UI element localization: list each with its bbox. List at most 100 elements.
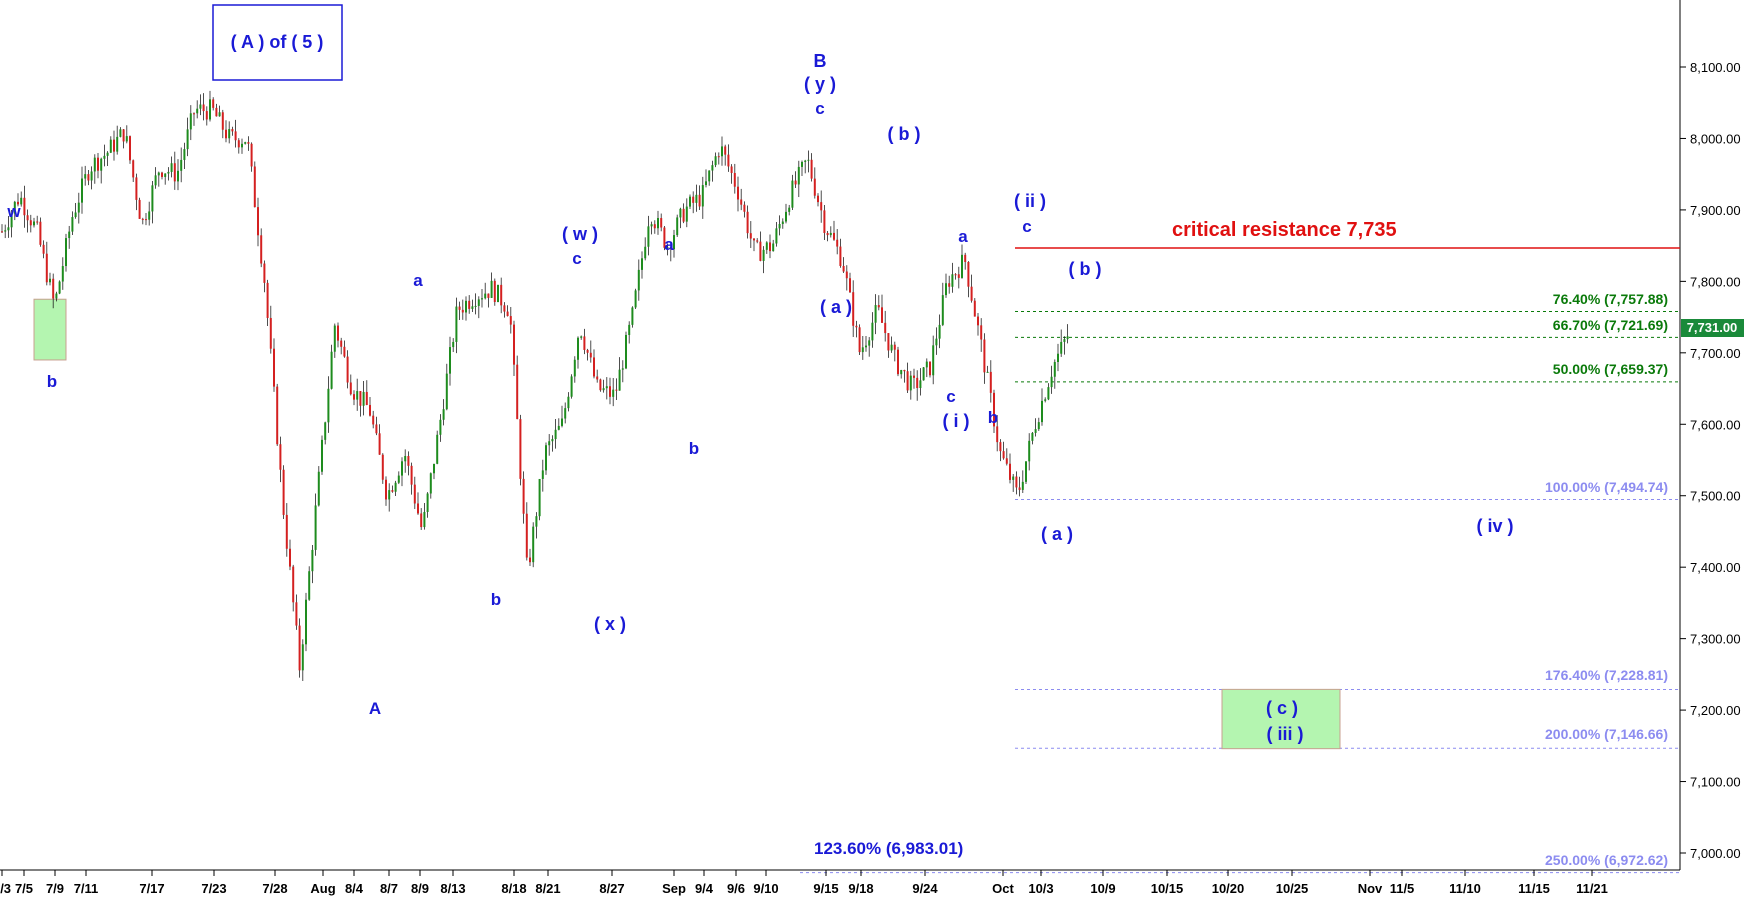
price-tick-label: 7,500.00 [1690,489,1741,504]
candle-body [183,149,186,160]
candle-body [753,238,755,241]
candle-body [749,233,752,239]
candle-body [967,261,970,287]
candle-body [737,186,739,200]
candle-body [637,269,640,291]
candle-body [903,370,906,372]
candle-body [170,163,173,172]
candle-body [61,266,64,282]
wave-label: a [958,227,968,246]
candle-body [141,218,144,220]
candle-body [561,418,563,426]
candle-body [657,218,659,229]
candle-body [647,226,650,247]
candle-body [1009,463,1011,480]
candle-body [122,129,125,142]
candle-body [1018,487,1021,490]
candle-body [279,444,282,470]
candle-body [474,305,477,307]
candle-body [413,484,416,504]
candle-body [388,490,391,500]
candle-body [385,479,387,500]
candle-body [842,265,845,272]
date-tick-label: 11/21 [1576,881,1608,896]
candle-body [858,327,861,353]
candle-body [983,339,986,373]
candle-body [855,325,858,328]
wave-labels: B ( y ) c ( b ) ( ii ) c ( w ) c a a a (… [6,51,1513,744]
candle-body [458,306,461,310]
price-tick-label: 7,100.00 [1690,775,1741,790]
candle-body [781,221,784,225]
date-tick-label: 9/15 [813,881,838,896]
candle-body [433,463,435,474]
candle-body [317,471,320,506]
candle-body [730,166,733,173]
candle-body [52,278,55,299]
candle-body [801,161,803,167]
candle-body [628,324,631,335]
candle-body [836,239,839,247]
fib-label-123: 123.60% (6,983.01) [814,839,963,858]
candle-body [986,371,989,373]
candle-body [84,174,87,179]
candle-body [666,247,669,249]
candle-body [356,391,359,400]
date-tick-label: Aug [310,881,335,896]
candle-body [516,364,519,420]
last-price-box [1681,319,1744,337]
candle-body [906,371,909,391]
candle-body [257,207,259,236]
candle-body [775,228,778,244]
candle-body [180,159,183,171]
candle-body [865,345,867,348]
date-tick-label: 9/18 [848,881,873,896]
candle-body [39,221,42,245]
candle-body [497,284,499,302]
candle-body [276,386,279,445]
wave-label: a [664,235,674,254]
date-tick-label: 11/10 [1449,881,1481,896]
candle-body [618,369,621,391]
wave-label: ( iii ) [1267,724,1304,744]
candle-body [881,307,883,323]
candle-body [548,441,551,446]
wave-label: ( w ) [562,224,598,244]
candle-body [615,389,618,391]
candle-body [589,352,592,358]
candle-body [823,210,826,233]
candle-body [7,227,10,231]
candle-body [500,284,503,306]
candle-body [20,197,23,205]
date-tick-label: 10/9 [1090,881,1115,896]
candle-body [289,548,291,567]
date-tick-label: 11/15 [1518,881,1550,896]
candle-body [273,348,275,387]
wave-label: ( ii ) [1014,191,1046,211]
fib-label-176: 176.40% (7,228.81) [1545,667,1668,683]
candle-body [919,380,922,389]
date-tick-label: 8/7 [380,881,398,896]
candle-body [55,293,58,299]
candle-body [1057,353,1059,362]
candle-body [676,217,679,236]
candle-body [74,212,77,218]
candle-body [1005,458,1008,464]
candle-body [941,295,944,325]
date-tick-label: 9/10 [753,881,778,896]
candle-body [746,211,749,234]
candle-body [695,194,698,203]
candle-body [935,338,938,346]
candle-body [282,469,285,515]
candle-body [484,293,487,299]
candle-body [538,478,541,517]
candle-body [417,503,419,514]
fib-labels: 76.40% (7,757.88) 66.70% (7,721.69) 50.0… [814,291,1668,868]
resistance-label: critical resistance 7,735 [1172,219,1397,241]
candle-body [961,254,963,278]
candle-body [77,202,80,213]
candle-body [609,386,611,397]
candle-body [1047,387,1050,400]
candle-body [87,174,90,181]
candle-body [621,368,624,370]
